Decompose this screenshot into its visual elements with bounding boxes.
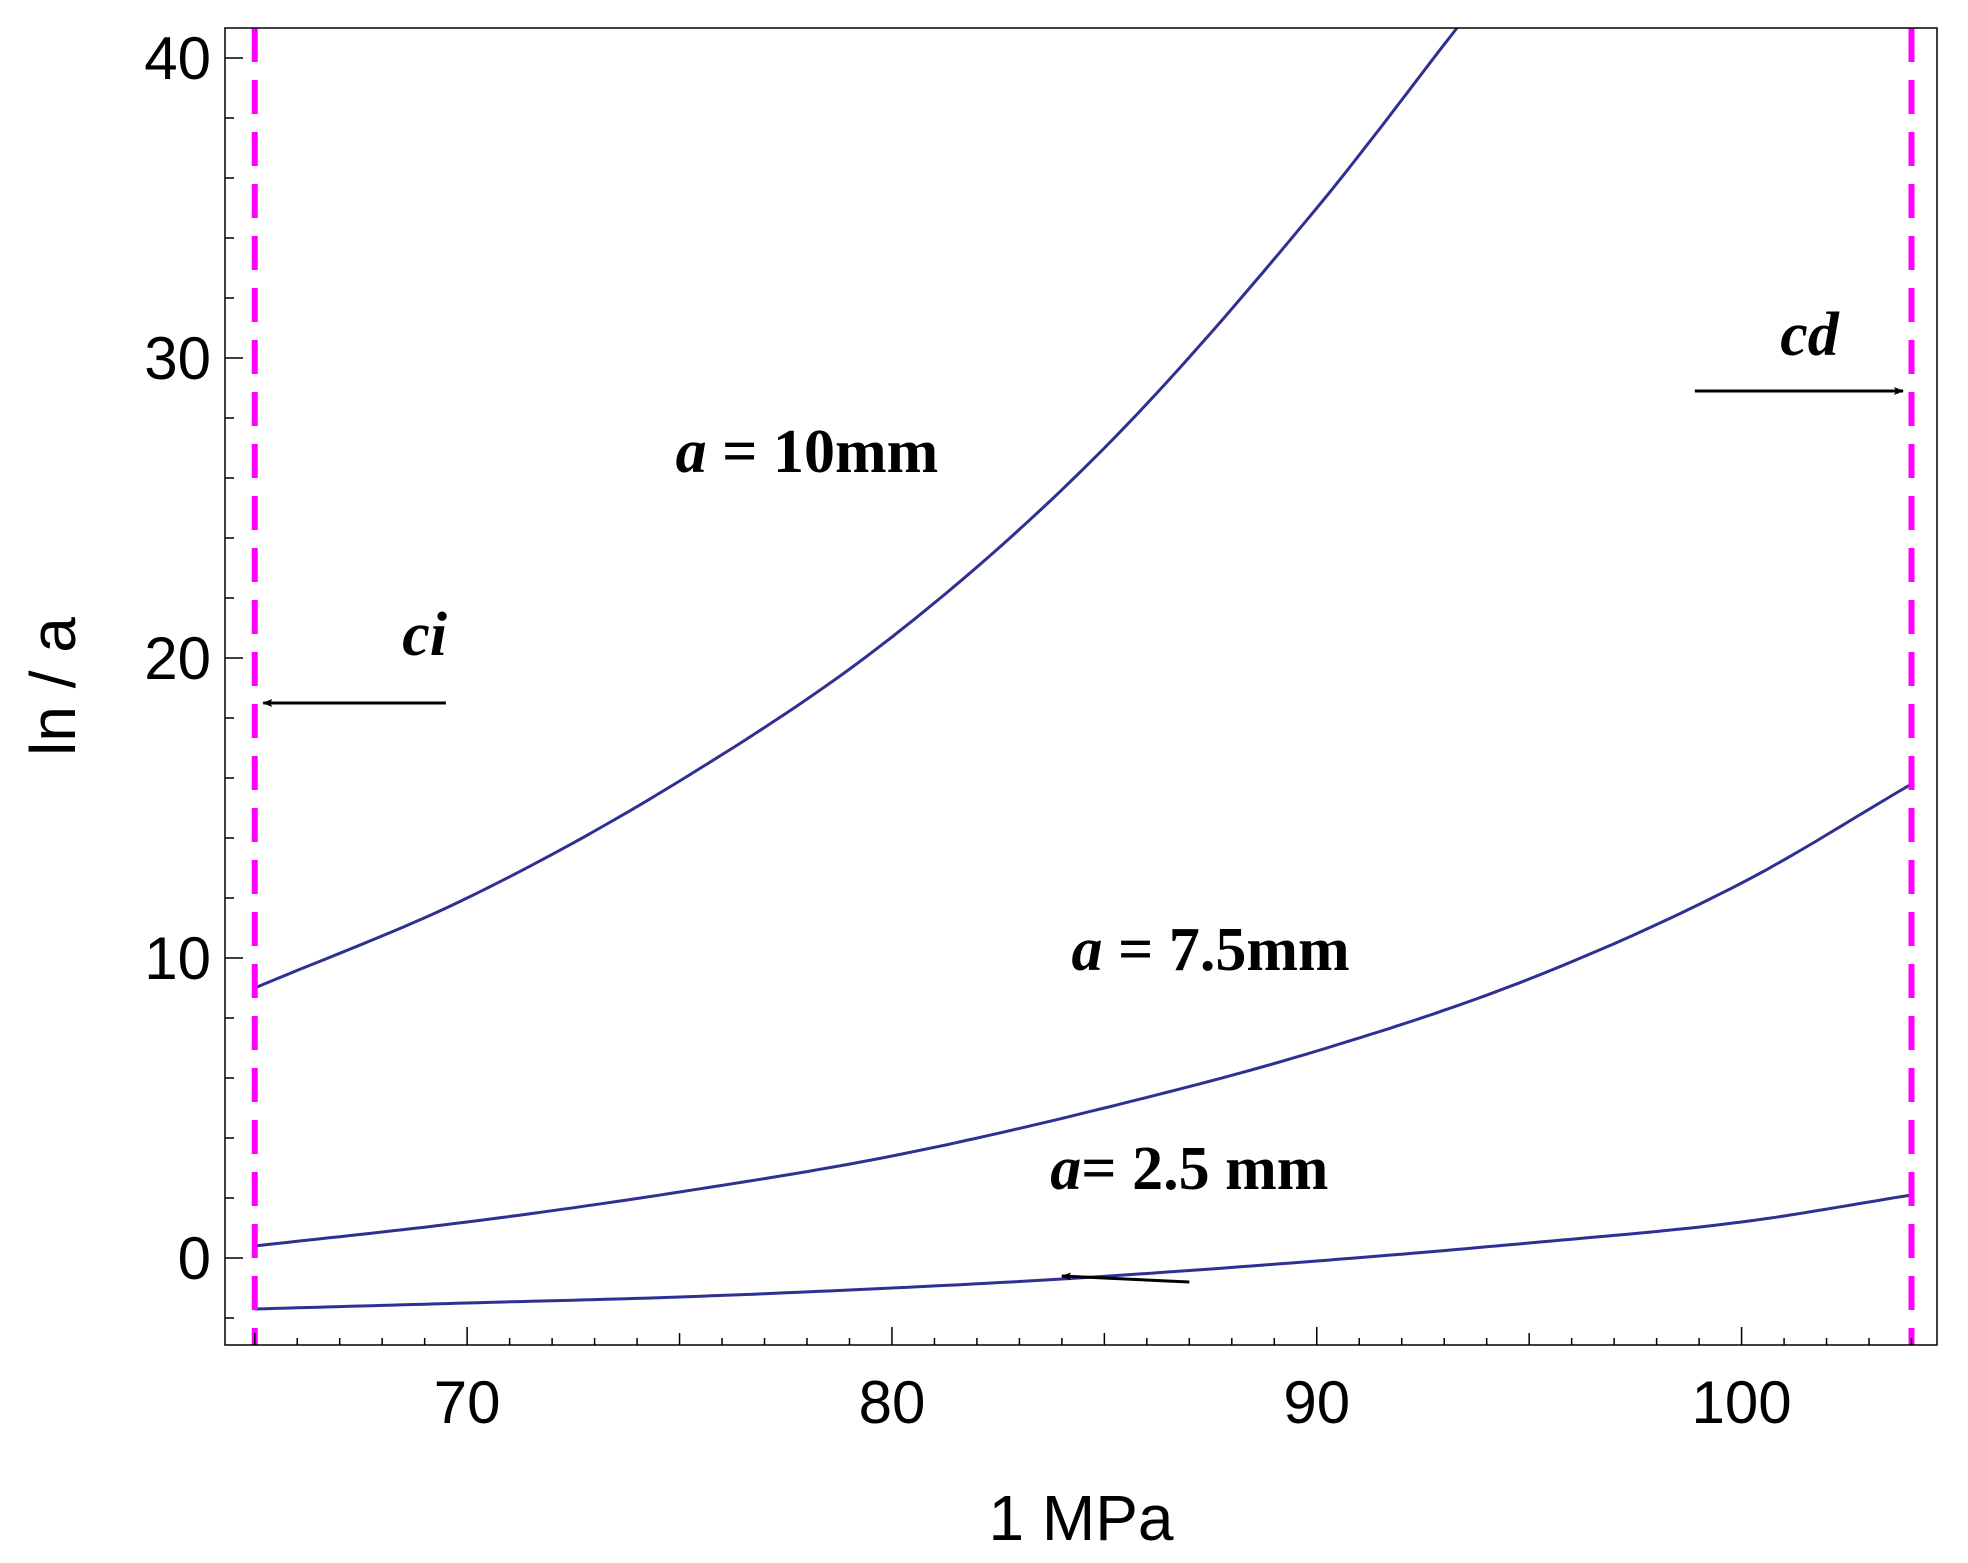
- plot-frame: [224, 27, 1938, 1346]
- x-tick-label: 70: [434, 1369, 501, 1436]
- annotation-label-1: a = 10mm: [676, 418, 939, 486]
- x-tick-label: 100: [1692, 1369, 1792, 1436]
- series-line-3: [254, 1193, 1912, 1311]
- y-tick-label: 40: [144, 25, 211, 92]
- series-line-2: [254, 782, 1913, 1248]
- axes: 70 80 90 100 0 10 20 30 40 1 MPa ln / a: [17, 25, 1938, 1554]
- x-tick-label: 80: [859, 1369, 926, 1436]
- y-tick-label: 0: [178, 1225, 211, 1292]
- annotation-label-2: a = 7.5mm: [1072, 916, 1350, 984]
- annotation-label-4: ci: [402, 601, 447, 669]
- annotations: a = 10mm a = 7.5mm a= 2.5 mm ci cd: [262, 301, 1905, 1284]
- annotation-arrow-a-2-5-mm: [1060, 1272, 1190, 1284]
- annotation-label-5: cd: [1780, 301, 1840, 369]
- annotation-label-3: a= 2.5 mm: [1050, 1135, 1328, 1203]
- series-line-1: [254, 28, 1459, 990]
- x-tick-label: 90: [1283, 1369, 1350, 1436]
- y-tick-label: 20: [144, 625, 211, 692]
- x-axis-label: 1 MPa: [989, 1482, 1174, 1554]
- y-axis-label: ln / a: [17, 617, 89, 756]
- y-tick-label: 30: [144, 325, 211, 392]
- y-tick-label: 10: [144, 925, 211, 992]
